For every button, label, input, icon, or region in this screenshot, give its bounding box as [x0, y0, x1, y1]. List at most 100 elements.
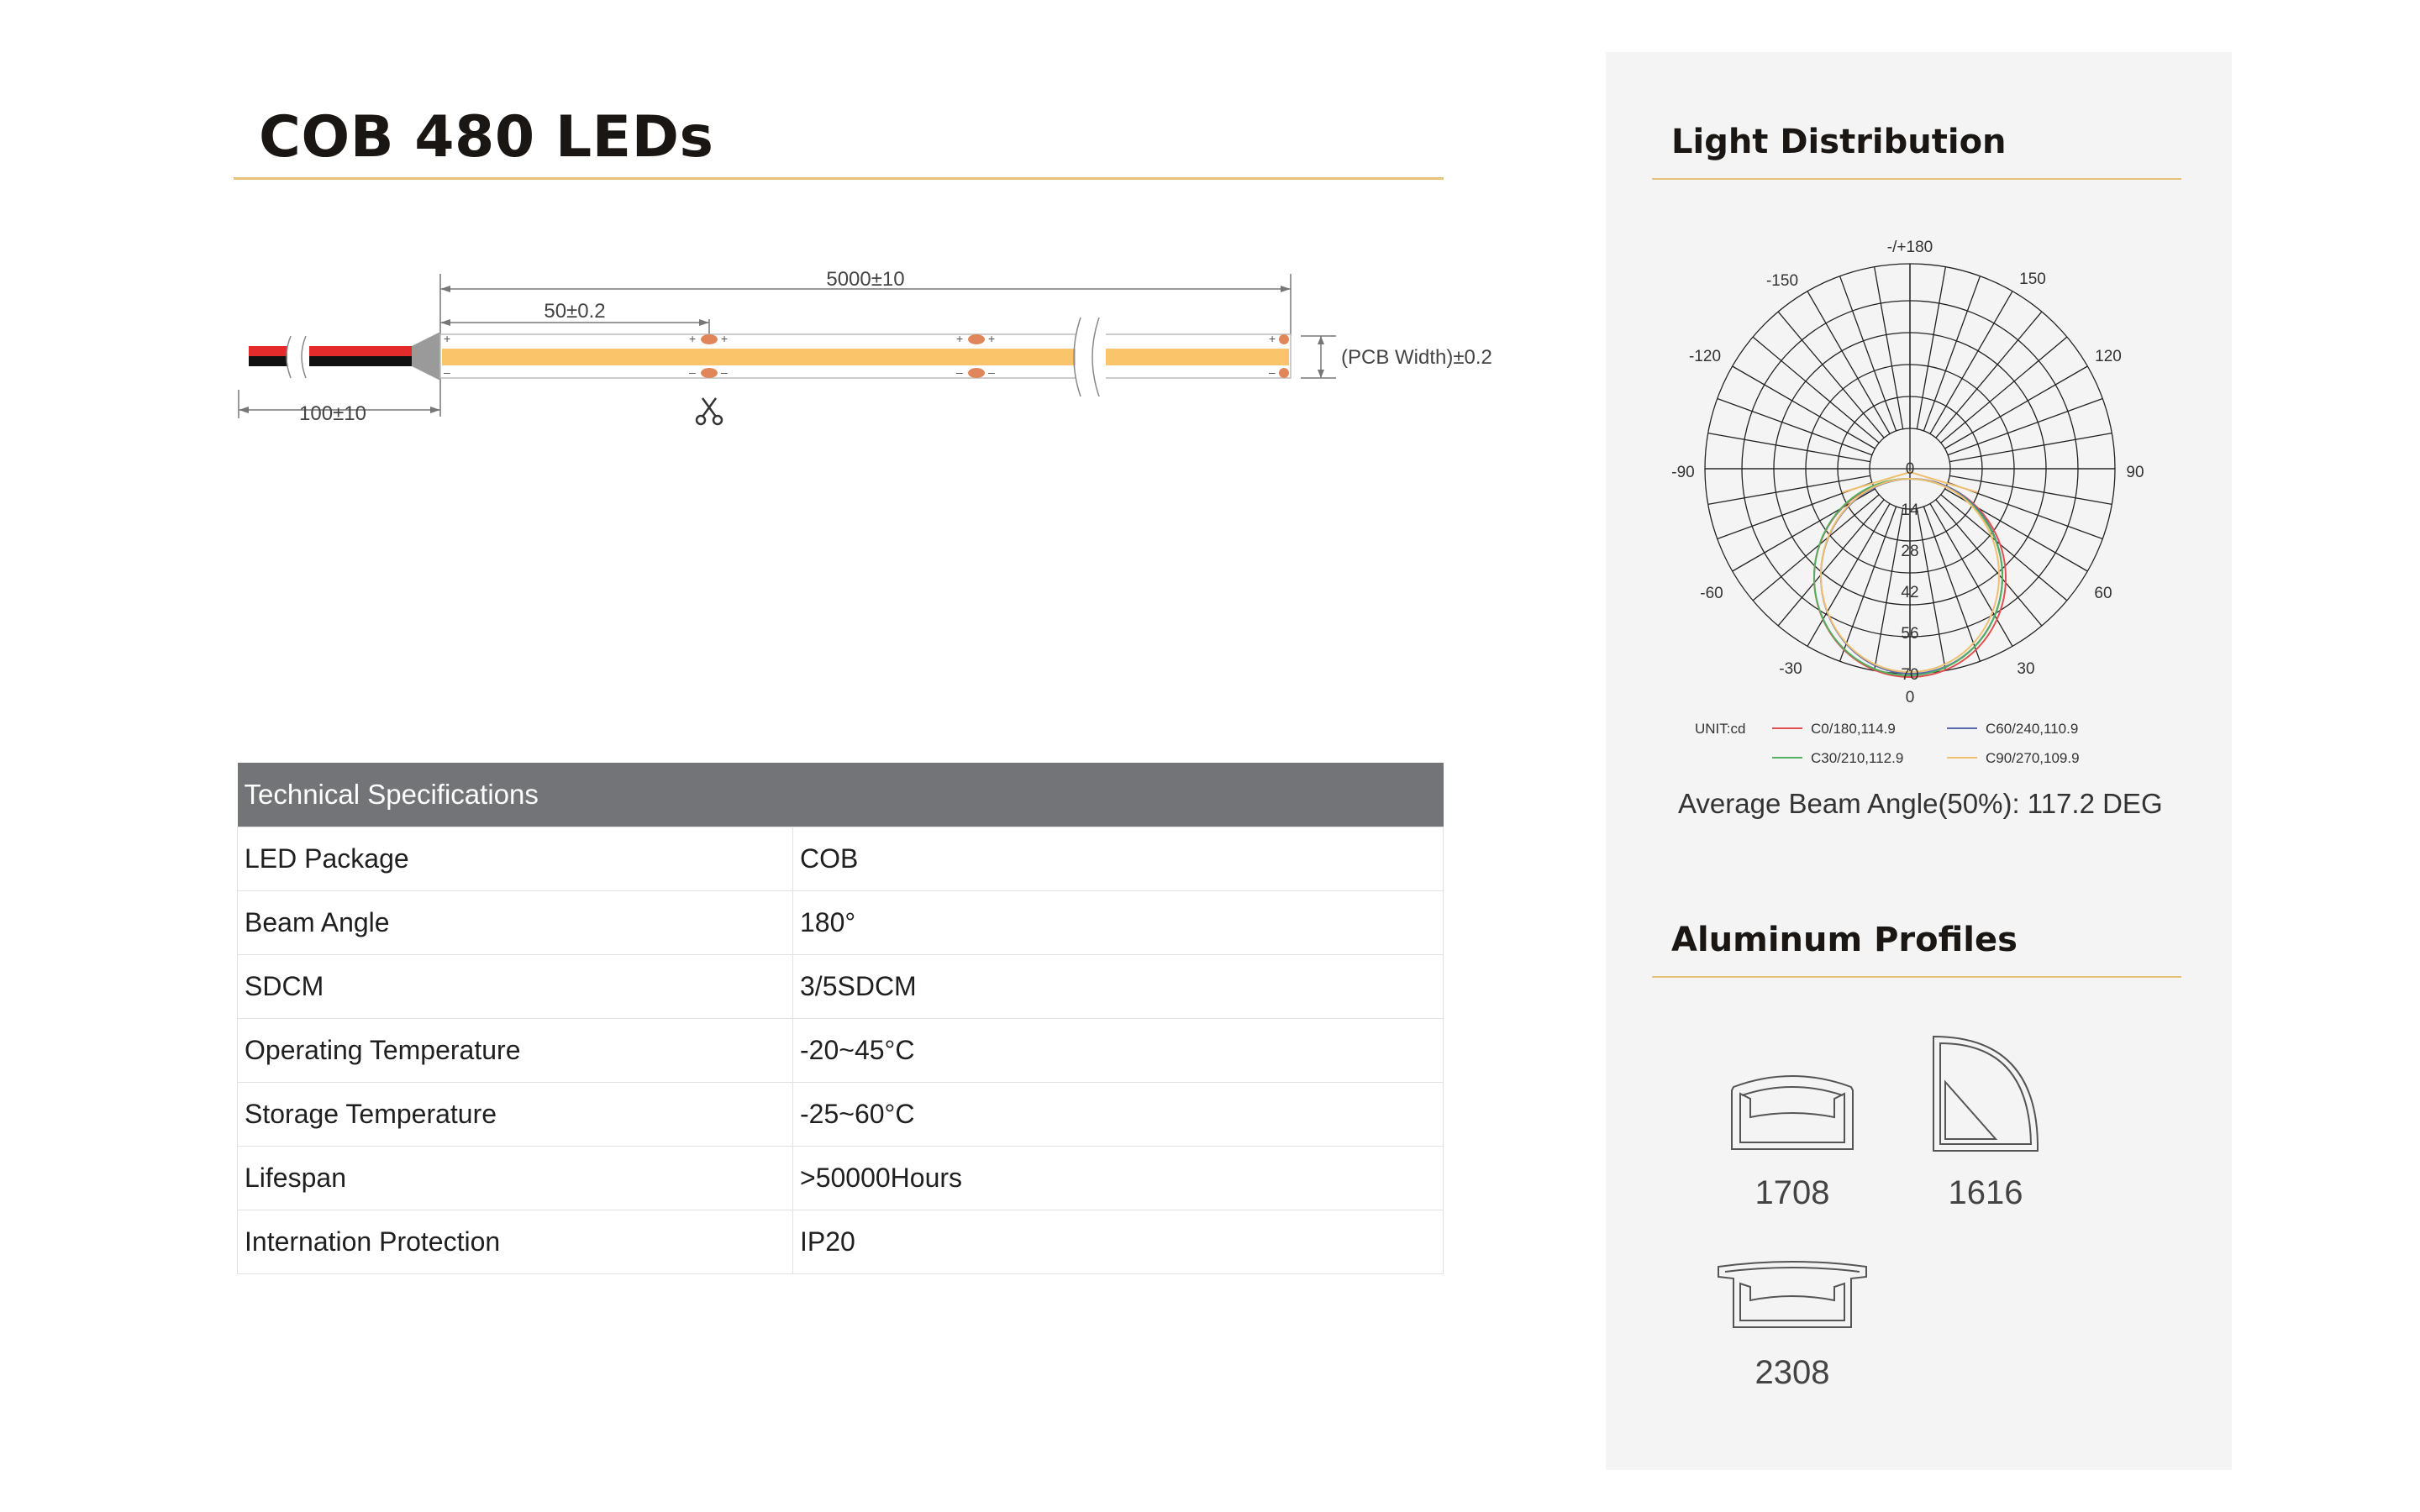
grid-spoke	[1949, 475, 2112, 506]
grid-spoke	[1916, 508, 1947, 671]
spec-label: Beam Angle	[237, 890, 793, 955]
grid-spoke	[1940, 494, 2068, 601]
profile-1616: 1616	[1910, 1026, 2061, 1236]
grid-spoke	[1752, 494, 1880, 601]
legend-label: C90/270,109.9	[1986, 750, 2080, 766]
svg-text:–: –	[956, 365, 963, 379]
grid-spoke	[1707, 432, 1870, 463]
table-row: LED Package COB	[237, 827, 1444, 891]
angle-label-p30: 30	[2017, 660, 2034, 678]
distribution-curve	[1820, 478, 2000, 673]
grid-spoke	[1929, 503, 2013, 647]
grid-spoke	[1949, 432, 2112, 463]
spec-label: Storage Temperature	[237, 1082, 793, 1147]
grid-spoke	[1935, 311, 2043, 438]
profile-code: 1708	[1754, 1174, 1830, 1211]
scissors-icon	[695, 397, 723, 426]
grid-spoke	[1752, 336, 1880, 444]
u-channel-profile-icon	[1731, 1075, 1854, 1150]
spec-value: 3/5SDCM	[792, 954, 1444, 1019]
radial-tick-label: 0	[1906, 460, 1915, 478]
spec-label: Internation Protection	[237, 1210, 793, 1274]
unit-label: UNIT:cd	[1695, 721, 1745, 737]
cut-length-label: 50±0.2	[544, 300, 605, 323]
svg-text:–: –	[1269, 365, 1276, 379]
spec-value: COB	[792, 827, 1444, 891]
radial-tick-label: 56	[1901, 625, 1918, 643]
table-row: Beam Angle 180°	[237, 890, 1444, 955]
pcb-width-label: (PCB Width)±0.2	[1341, 346, 1492, 369]
grid-spoke	[1923, 276, 1981, 432]
distribution-curve	[1842, 471, 1911, 493]
spec-label: Operating Temperature	[237, 1018, 793, 1083]
spec-label: LED Package	[237, 827, 793, 891]
grid-spoke	[1947, 397, 2103, 456]
grid-spoke	[1839, 276, 1897, 432]
spec-label: SDCM	[237, 954, 793, 1019]
light-distribution-divider	[1652, 178, 2181, 180]
grid-spoke	[1873, 266, 1904, 429]
angle-label-n150: -150	[1766, 272, 1798, 290]
spec-value: IP20	[792, 1210, 1444, 1274]
svg-text:+: +	[689, 332, 696, 345]
flanged-profile-icon	[1718, 1261, 1867, 1328]
svg-text:–: –	[444, 365, 450, 379]
table-row: Storage Temperature -25~60°C	[237, 1082, 1444, 1147]
radial-tick-label: 28	[1901, 543, 1918, 560]
grid-spoke	[1807, 503, 1891, 647]
angle-label-n120: -120	[1689, 348, 1721, 365]
spec-value: 180°	[792, 890, 1444, 955]
grid-spoke	[1873, 508, 1904, 671]
title-divider	[234, 177, 1444, 180]
profile-2308: 2308	[1717, 1253, 1868, 1421]
table-row: Internation Protection IP20	[237, 1210, 1444, 1274]
angle-label-p120: 120	[2095, 348, 2122, 365]
legend-label: C0/180,114.9	[1811, 721, 1896, 737]
grid-spoke	[1916, 266, 1947, 429]
angle-label-top: -/+180	[1887, 239, 1933, 256]
table-header: Technical Specifications	[237, 763, 1444, 827]
grid-spoke	[1839, 506, 1897, 662]
svg-text:+: +	[988, 332, 995, 345]
angle-label-p60: 60	[2094, 585, 2112, 602]
svg-text:–: –	[988, 365, 995, 379]
total-length-label: 5000±10	[826, 268, 904, 291]
angle-label-n90: -90	[1671, 464, 1694, 481]
grid-spoke	[1940, 336, 2068, 444]
grid-spoke	[1732, 365, 1876, 449]
svg-text:+: +	[1269, 332, 1276, 345]
radial-tick-label: 70	[1901, 666, 1918, 684]
grid-spoke	[1807, 291, 1891, 434]
angle-label-p90: 90	[2126, 464, 2144, 481]
table-row: Operating Temperature -20~45°C	[237, 1018, 1444, 1083]
lead-length-label: 100±10	[299, 402, 366, 425]
technical-specifications-table: Technical Specifications LED Package COB …	[237, 763, 1444, 1274]
radial-tick-label: 14	[1901, 501, 1919, 519]
average-beam-angle: Average Beam Angle(50%): 117.2 DEG	[1678, 788, 2163, 819]
corner-profile-icon	[1933, 1035, 2039, 1152]
table-row: Lifespan >50000Hours	[237, 1146, 1444, 1210]
page-title: COB 480 LEDs	[259, 104, 714, 171]
angle-label-n30: -30	[1779, 660, 1802, 678]
angle-label-n60: -60	[1700, 585, 1723, 602]
radial-tick-label: 42	[1901, 584, 1918, 601]
profile-code: 1616	[1948, 1174, 2023, 1211]
legend-label: C30/210,112.9	[1811, 750, 1903, 766]
grid-spoke	[1935, 499, 2043, 627]
table-row: SDCM 3/5SDCM	[237, 954, 1444, 1019]
grid-spoke	[1944, 365, 2088, 449]
right-panel: Light Distribution -/+180 -150 150 -120 …	[1606, 52, 2232, 1470]
grid-spoke	[1777, 499, 1885, 627]
legend-label: C60/240,110.9	[1986, 721, 2078, 737]
svg-text:+: +	[444, 332, 450, 345]
grid-spoke	[1777, 311, 1885, 438]
spec-value: -25~60°C	[792, 1082, 1444, 1147]
grid-spoke	[1923, 506, 1981, 662]
light-distribution-polar-chart: -/+180 -150 150 -120 120 -90 90 -60 60 -…	[1671, 239, 2144, 766]
aluminum-profiles-title: Aluminum Profiles	[1671, 921, 2018, 959]
svg-text:–: –	[689, 365, 696, 379]
profile-code: 2308	[1754, 1354, 1830, 1391]
grid-spoke	[1707, 475, 1870, 506]
aluminum-profiles-divider	[1652, 976, 2181, 978]
grid-spoke	[1717, 397, 1873, 456]
